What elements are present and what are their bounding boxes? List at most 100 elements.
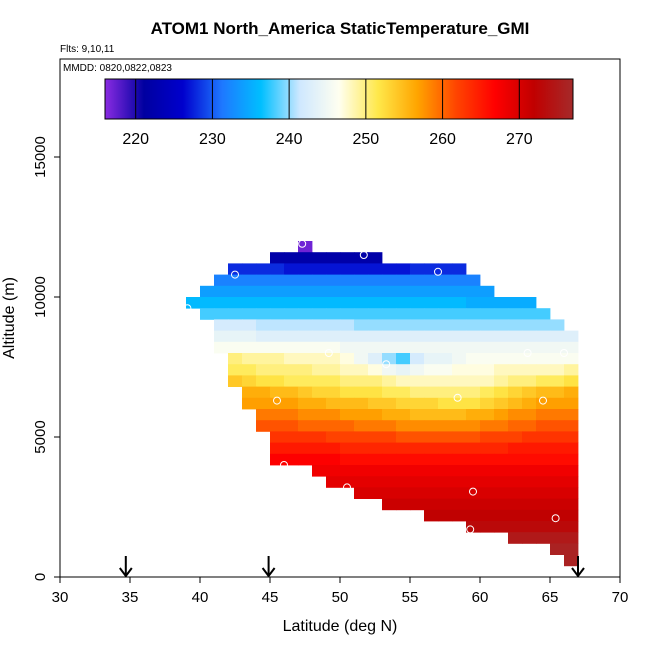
heatmap-cell (522, 498, 537, 511)
heatmap-cell (312, 364, 327, 376)
heatmap-cell (312, 308, 327, 320)
heatmap-cell (326, 375, 341, 387)
heatmap-cell (410, 476, 425, 488)
heatmap-cell (368, 465, 383, 477)
heatmap-cell (340, 330, 355, 343)
heatmap-cell (382, 308, 397, 320)
heatmap-cell (438, 341, 453, 354)
heatmap-cell (368, 274, 383, 287)
heatmap-cell (452, 353, 467, 365)
heatmap-cell (410, 397, 425, 410)
heatmap-cell (564, 341, 579, 354)
colorbar-ticks: 220 230 240 250 260 270 (122, 79, 533, 148)
heatmap-cell (480, 453, 495, 466)
heatmap-cell (410, 285, 425, 298)
heatmap-cell (298, 364, 313, 376)
heatmap-cell (424, 386, 439, 399)
heatmap-cell (452, 476, 467, 488)
heatmap-cell (466, 274, 481, 287)
heatmap-cell (382, 498, 397, 511)
x-tick-label: 40 (192, 589, 209, 606)
heatmap-cell (508, 409, 523, 421)
heatmap-cell (326, 465, 341, 477)
heatmap-cell (550, 375, 565, 387)
heatmap-cell (522, 308, 537, 320)
heatmap-cell (354, 263, 369, 275)
heatmap-cell (298, 241, 313, 253)
heatmap-cell (466, 353, 481, 365)
x-tick-label: 45 (262, 589, 279, 606)
heatmap-cell (368, 375, 383, 387)
heatmap-cell (354, 409, 369, 421)
heatmap-cell (228, 330, 243, 343)
heatmap-cell (508, 397, 523, 410)
heatmap-cell (242, 308, 257, 320)
heatmap-cell (256, 297, 271, 309)
heatmap-cell (466, 375, 481, 387)
heatmap-cell (382, 263, 397, 275)
heatmap-cell (340, 431, 355, 443)
heatmap-cell (438, 375, 453, 387)
heatmap-cell (200, 308, 215, 320)
heatmap-cell (564, 364, 579, 376)
heatmap-cell (214, 274, 229, 287)
heatmap-cell (536, 453, 551, 466)
heatmap-cell (326, 297, 341, 309)
heatmap-cell (410, 442, 425, 455)
heatmap-cell (382, 431, 397, 443)
heatmap-cell (340, 409, 355, 421)
heatmap-cell (298, 330, 313, 343)
heatmap-cell (284, 386, 299, 399)
flight-point-marker (359, 251, 368, 259)
heatmap-cell (522, 319, 537, 331)
heatmap-cell (466, 431, 481, 443)
heatmap-cell (354, 465, 369, 477)
heatmap-cell (410, 409, 425, 421)
heatmap-cell (452, 509, 467, 522)
heatmap-cell (536, 308, 551, 320)
heatmap-cell (354, 274, 369, 287)
heatmap-cell (368, 353, 383, 365)
heatmap-cell (564, 476, 579, 488)
heatmap-cell (452, 274, 467, 287)
heatmap-cell (466, 442, 481, 455)
heatmap-cell (508, 453, 523, 466)
heatmap-cell (564, 409, 579, 421)
heatmap-cell (396, 263, 411, 275)
heatmap-cell (396, 341, 411, 354)
heatmap-cell (242, 364, 257, 376)
heatmap-cell (340, 420, 355, 432)
heatmap-cell (256, 341, 271, 354)
heatmap-cell (382, 453, 397, 466)
heatmap-cell (270, 285, 285, 298)
heatmap-cell (368, 285, 383, 298)
heatmap-cell (298, 274, 313, 287)
heatmap-cell (242, 375, 257, 387)
heatmap-cell (438, 364, 453, 376)
heatmap-cell (494, 330, 509, 343)
flight-point-marker (560, 349, 568, 357)
heatmap-cell (270, 252, 285, 264)
heatmap-cell (564, 431, 579, 443)
heatmap-cell (354, 397, 369, 410)
heatmap-cell (564, 386, 579, 399)
heatmap-cell (564, 554, 579, 567)
heatmap-cell (298, 252, 313, 264)
heatmap-cell (326, 420, 341, 432)
heatmap-cell (480, 330, 495, 343)
heatmap-cell (550, 386, 565, 399)
heatmap-cell (326, 397, 341, 410)
heatmap-cell (354, 330, 369, 343)
heatmap-cell (284, 431, 299, 443)
heatmap-cell (564, 521, 579, 533)
heatmap-cell (536, 364, 551, 376)
heatmap-cell (466, 397, 481, 410)
colorbar-tick-label: 220 (122, 131, 149, 148)
heatmap-cell (550, 442, 565, 455)
heatmap-cell (466, 297, 481, 309)
heatmap-cell (522, 431, 537, 443)
heatmap-cell (326, 431, 341, 443)
heatmap-cell (410, 341, 425, 354)
heatmap-cell (564, 397, 579, 410)
heatmap-cell (256, 364, 271, 376)
